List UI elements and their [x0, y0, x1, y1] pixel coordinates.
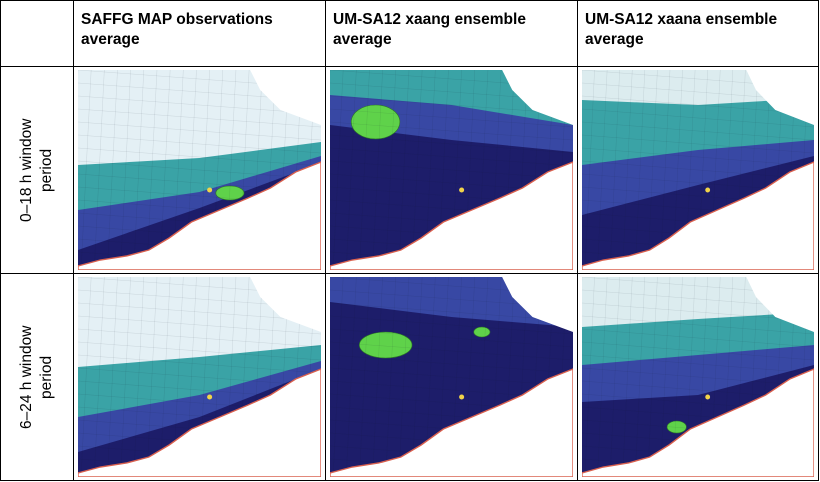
map-cell: [326, 67, 578, 274]
corner-cell: [1, 1, 74, 67]
map-city: [705, 395, 710, 400]
row-header: 0–18 h window period: [1, 67, 74, 274]
map-city: [705, 188, 710, 193]
map-cell: [578, 67, 819, 274]
map-cell: [578, 274, 819, 481]
map-city: [207, 395, 212, 400]
map-image: [78, 70, 321, 270]
row-header: 6–24 h window period: [1, 274, 74, 481]
map-city: [207, 188, 212, 193]
column-header: SAFFG MAP observations average: [74, 1, 326, 67]
column-header: UM-SA12 xaang ensemble average: [326, 1, 578, 67]
map-image: [330, 277, 573, 477]
map-highlight: [474, 327, 490, 337]
column-header: UM-SA12 xaana ensemble average: [578, 1, 819, 67]
map-image: [582, 277, 814, 477]
map-cell: [326, 274, 578, 481]
map-image: [582, 70, 814, 270]
table: SAFFG MAP observations average UM-SA12 x…: [0, 0, 819, 481]
map-image: [78, 277, 321, 477]
row-label: 6–24 h window period: [17, 312, 57, 442]
map-image: [330, 70, 573, 270]
row-label: 0–18 h window period: [17, 105, 57, 235]
map-city: [459, 188, 464, 193]
map-city: [459, 395, 464, 400]
map-cell: [74, 274, 326, 481]
map-cell: [74, 67, 326, 274]
